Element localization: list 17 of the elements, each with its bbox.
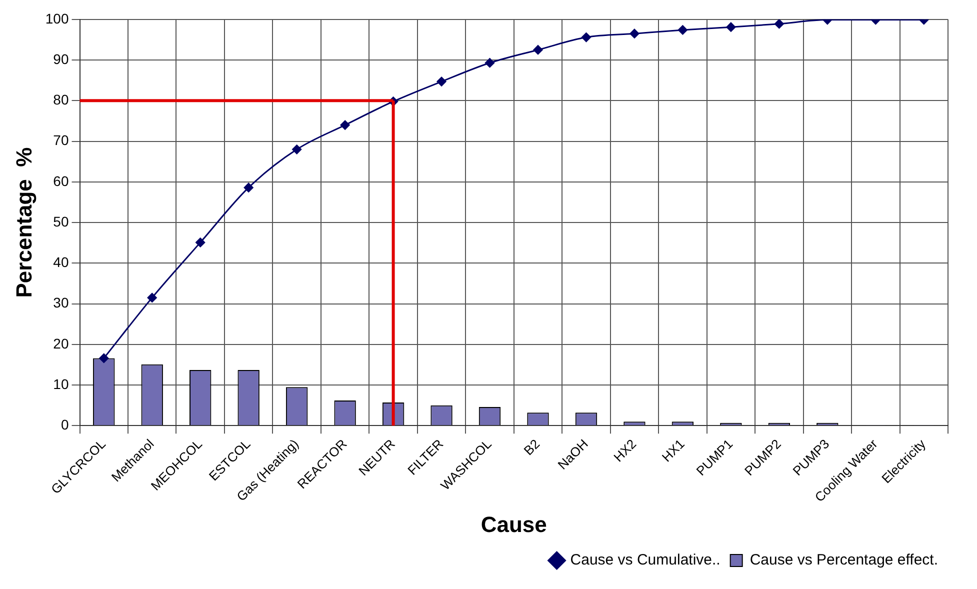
- y-tick-label: 60: [53, 172, 69, 189]
- y-tick-label: 0: [60, 416, 69, 433]
- y-tick-label: 90: [53, 50, 69, 67]
- x-tick-label: HX1: [658, 436, 688, 465]
- y-axis-title: Percentage %: [11, 147, 36, 298]
- y-tick-label: 100: [45, 10, 69, 26]
- y-tick-label: 30: [53, 294, 69, 311]
- x-axis-title: Cause: [480, 512, 547, 537]
- y-tick-label: 80: [53, 92, 69, 108]
- legend-label: Cause vs Cumulative..: [570, 552, 720, 569]
- y-tick-label: 70: [53, 132, 69, 148]
- x-tick-label: B2: [520, 436, 543, 458]
- y-tick-label: 40: [53, 254, 69, 270]
- y-tick-label: 10: [53, 376, 69, 392]
- y-tick-label: 20: [53, 335, 69, 352]
- y-tick-label: 50: [53, 213, 69, 230]
- legend-label: Cause vs Percentage effect.: [750, 552, 938, 569]
